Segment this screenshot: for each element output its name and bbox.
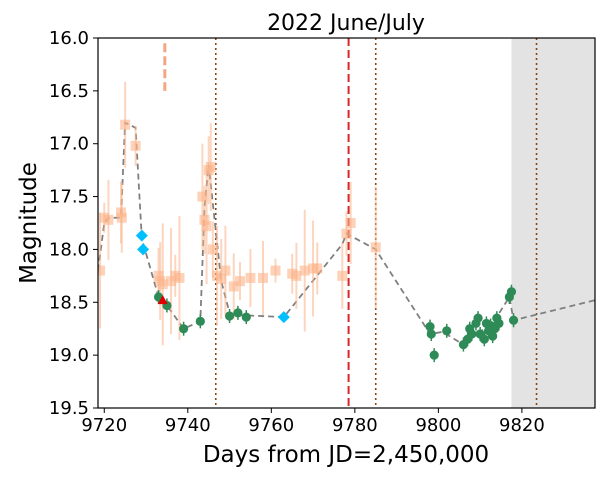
red-point [157,295,168,305]
green-point [195,316,205,326]
orange-point [312,263,323,274]
orange-point [370,242,381,253]
x-tick-label: 9800 [415,415,461,436]
cyan-point [137,243,150,256]
orange-point [130,140,141,151]
orange-point [341,228,352,239]
orange-point [245,272,256,283]
x-tick-label: 9820 [499,415,545,436]
orange-point [228,281,239,292]
orange-point [157,279,168,290]
green-point [179,324,189,334]
x-tick-label: 9780 [332,415,378,436]
cyan-point [135,229,148,242]
x-tick-label: 9740 [165,415,211,436]
orange-point [197,191,208,202]
shaded-region [511,38,595,408]
orange-point [257,272,268,283]
green-point [442,326,452,336]
orange-point [291,270,302,281]
orange-point [207,244,218,255]
green-point [479,334,489,344]
x-tick-label: 9760 [248,415,294,436]
green-point [508,315,519,325]
orange-point [103,214,114,225]
green-point [494,318,504,329]
y-tick-label: 18.0 [49,239,89,260]
green-point [425,322,435,332]
orange-point [220,265,231,276]
orange-point [299,265,310,276]
orange-point [153,270,164,281]
cyan-point [277,311,290,324]
x-tick-label: 9720 [81,415,127,436]
green-point [241,312,251,322]
orange-point [201,221,212,232]
green-point [233,308,243,318]
orange-point [174,272,185,283]
orange-point [98,265,106,276]
y-axis-label: Magnitude [16,162,42,284]
x-axis-label: Days from JD=2,450,000 [203,442,489,468]
orange-point [116,212,127,223]
y-tick-label: 16.5 [49,81,89,102]
chart-title: 2022 June/July [267,11,425,36]
green-point [467,329,477,339]
y-tick-label: 17.5 [49,187,89,208]
orange-point [337,270,348,281]
y-tick-label: 19.0 [49,345,89,366]
y-tick-label: 19.5 [49,398,89,419]
y-tick-label: 16.0 [49,28,89,49]
orange-point [205,161,216,172]
orange-point [199,214,210,225]
orange-point [235,276,245,287]
green-point [473,313,483,323]
orange-point [270,265,281,276]
green-point [224,311,235,321]
y-tick-label: 17.0 [49,134,89,155]
y-tick-label: 18.5 [49,292,89,313]
orange-point [345,218,356,228]
plot-frame [97,37,596,409]
orange-point [216,274,227,285]
green-point [426,329,436,339]
orange-point [120,119,131,130]
green-point [506,287,517,297]
orange-point [166,276,177,287]
green-point [429,350,439,360]
